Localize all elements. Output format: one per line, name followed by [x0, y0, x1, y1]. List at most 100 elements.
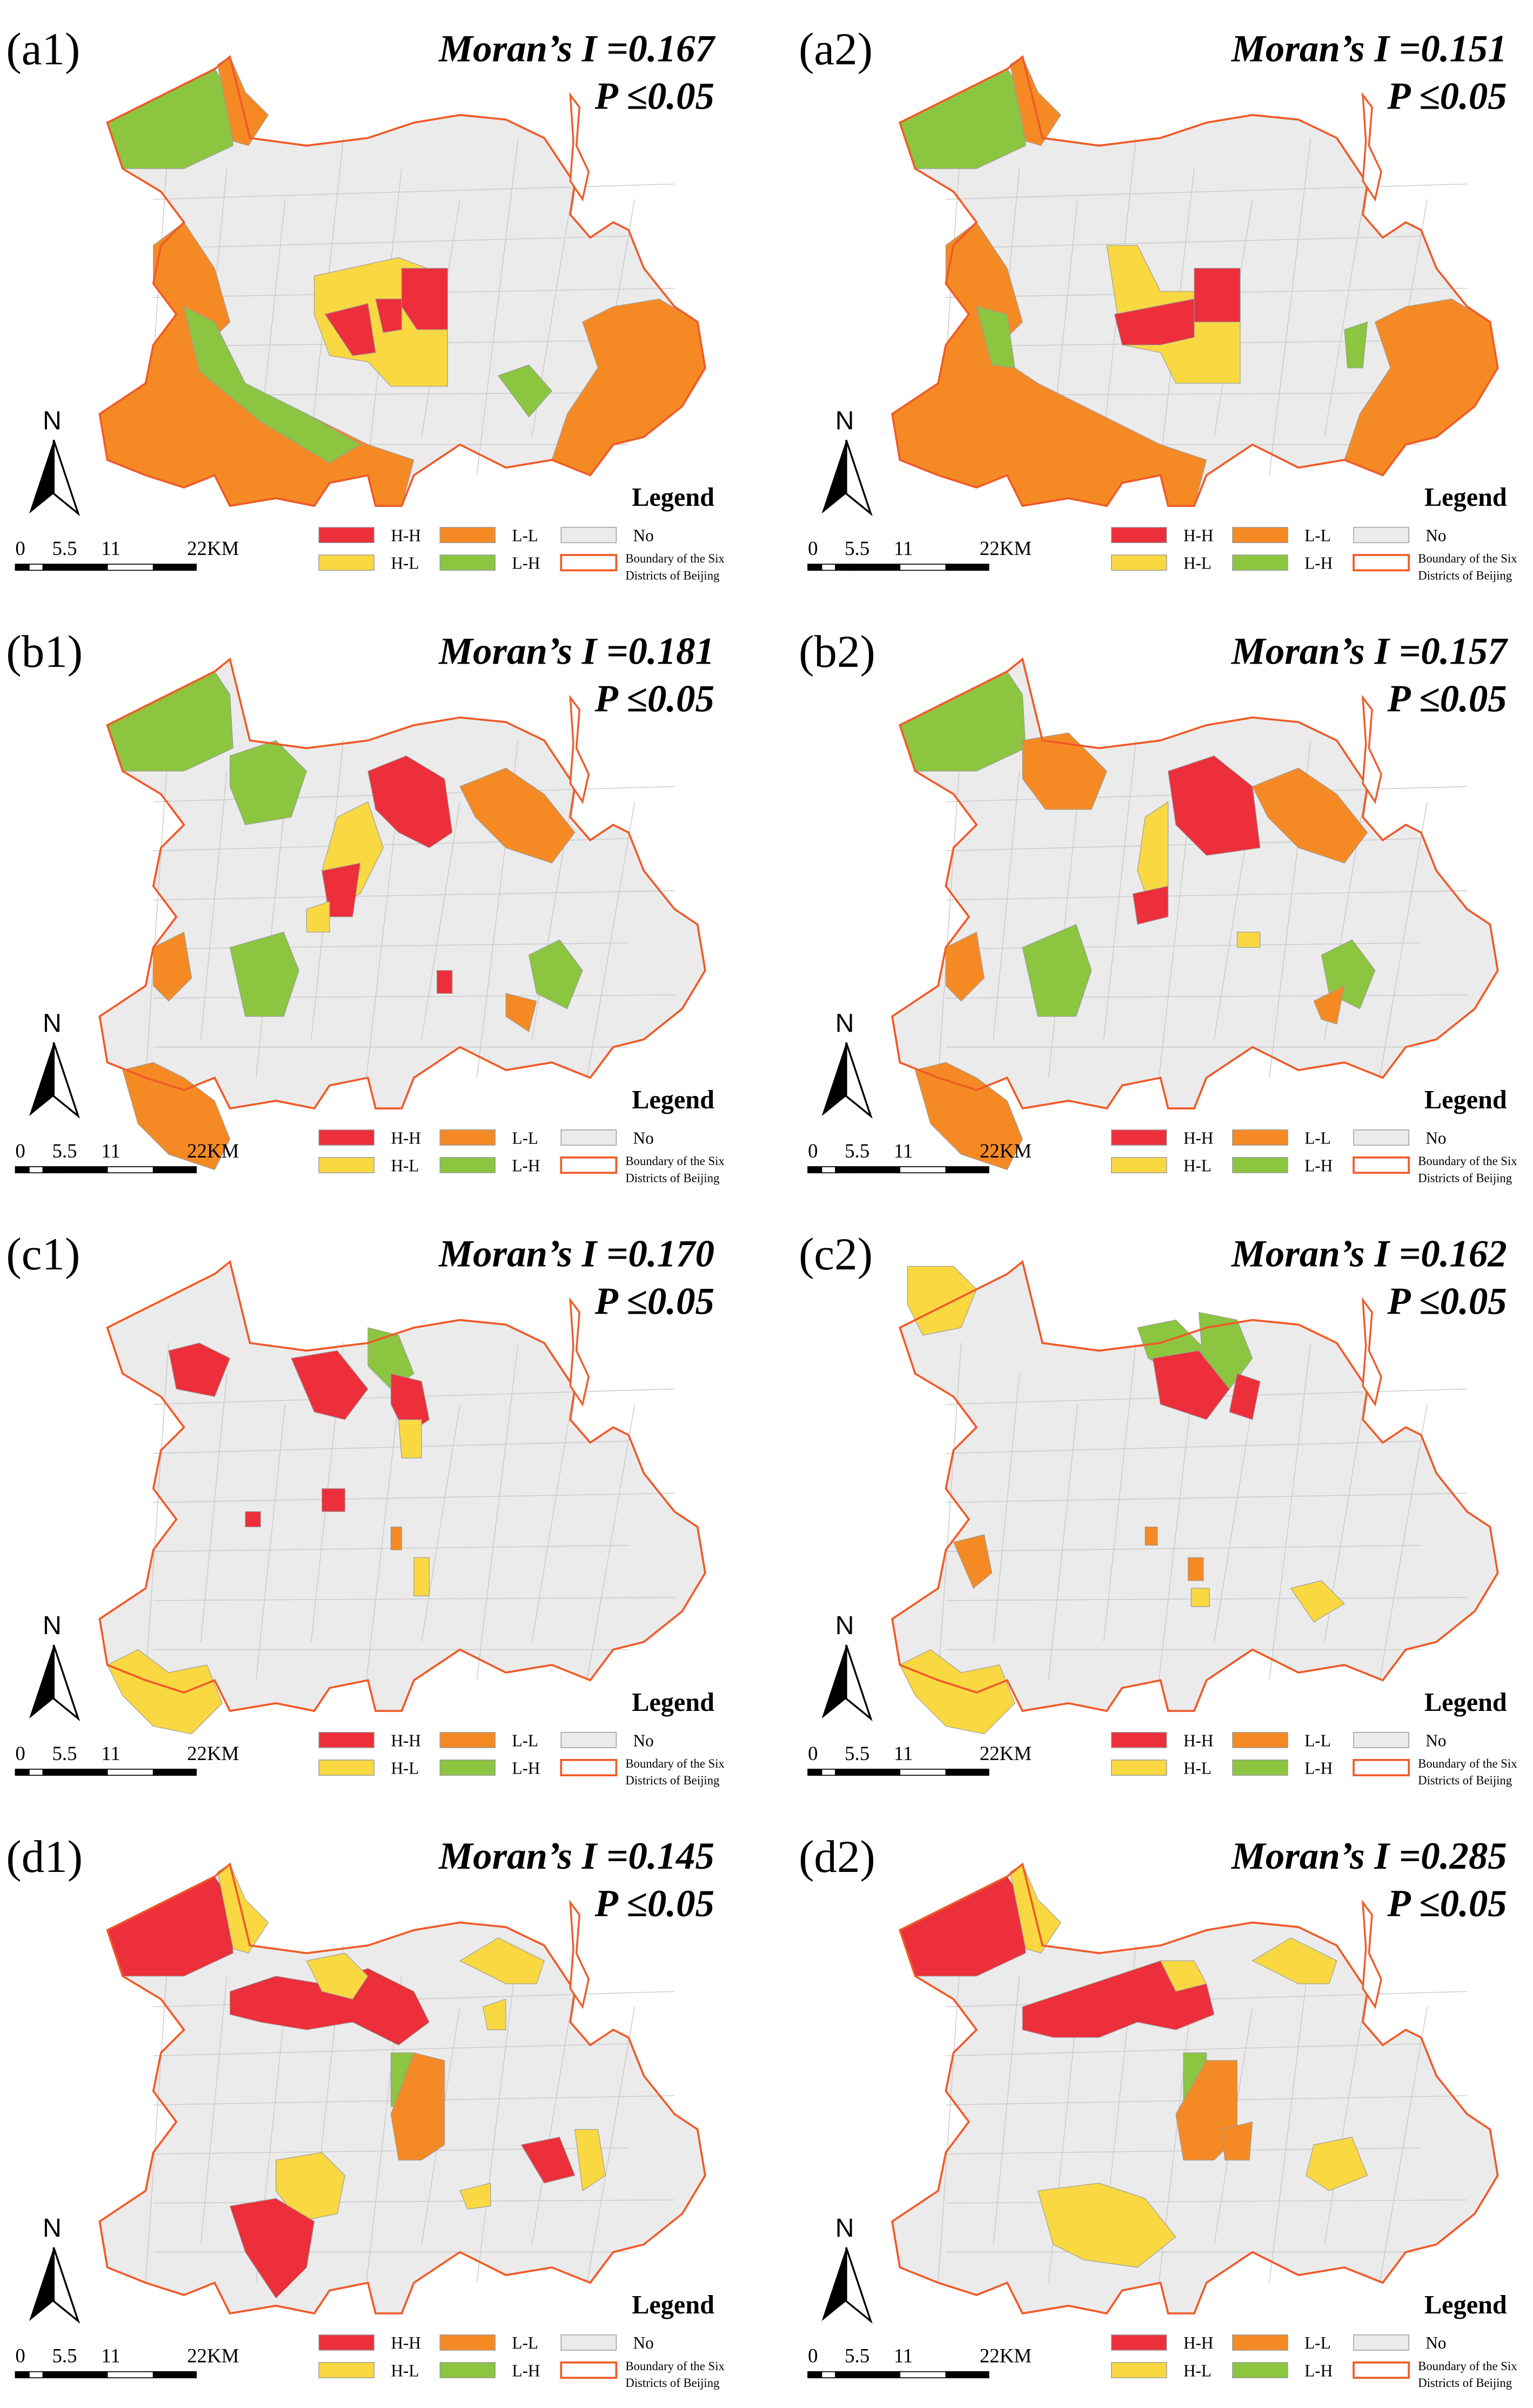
legend-item: L-H — [512, 1758, 540, 1777]
cluster-area — [1132, 886, 1169, 925]
scale-segment — [15, 1166, 30, 1174]
legend-swatch — [439, 527, 496, 543]
boundary-islet — [569, 1297, 590, 1407]
cluster-area — [1290, 1580, 1345, 1623]
legend-item: H-H — [1183, 1731, 1213, 1750]
legend-item: Boundary of the Six — [626, 552, 725, 565]
scale-segment — [835, 1166, 850, 1174]
boundary — [891, 55, 1499, 507]
cluster-area — [520, 2137, 575, 2184]
legend-swatch — [560, 1156, 618, 1174]
legend-item: Districts of Beijing — [1418, 2376, 1512, 2390]
legend-item: No — [1425, 1128, 1446, 1147]
district-line — [153, 890, 675, 900]
legend-swatch — [560, 527, 617, 543]
district-line — [1379, 2006, 1428, 2283]
district-line — [946, 1544, 1421, 1552]
district-line — [476, 138, 519, 476]
scale-segment — [835, 1768, 850, 1776]
scale-segment — [899, 1768, 947, 1776]
legend-item: L-L — [512, 1731, 539, 1750]
legend-swatch — [1232, 2334, 1288, 2351]
morans-i: Moran’s I =0.167 — [438, 28, 715, 70]
district-line — [938, 1945, 962, 2283]
panel: (c1) Moran’s I =0.170 P ≤0.05 N 0 5.5 11 22KM Le… — [6, 1229, 725, 1787]
legend-swatch — [318, 1129, 374, 1146]
p-value: P ≤0.05 — [594, 75, 714, 117]
cluster-area — [459, 1937, 545, 1984]
scale-segment — [848, 1166, 901, 1174]
legend-swatch — [439, 1760, 496, 1776]
scale-segment — [899, 564, 947, 571]
legend-title: Legend — [632, 483, 714, 512]
legend-swatch — [1111, 1129, 1167, 1146]
legend-item: H-L — [1183, 2361, 1211, 2380]
legend-item: H-L — [1183, 554, 1211, 573]
legend-swatch — [439, 554, 496, 571]
legend-swatch — [1111, 1157, 1167, 1173]
scale-label: 11 — [894, 2345, 913, 2367]
panel-label: (b1) — [6, 626, 83, 677]
legend-swatch — [560, 1758, 618, 1777]
panel-label: (d1) — [6, 1831, 83, 1882]
scale-segment — [29, 564, 44, 571]
cluster-area — [322, 1488, 345, 1512]
scale-segment — [56, 564, 108, 571]
scale-segment — [29, 1166, 44, 1174]
north-arrow-right — [845, 439, 873, 517]
scale-label: 11 — [101, 1742, 121, 1764]
cluster-area — [899, 68, 1026, 169]
cluster-area — [183, 306, 361, 464]
scale-segment — [15, 564, 30, 571]
legend-item: Boundary of the Six — [626, 2359, 725, 2373]
cluster-area — [899, 1876, 1026, 1977]
cluster-area — [1168, 755, 1261, 856]
legend-item: No — [633, 526, 654, 545]
district-line — [200, 1373, 227, 1642]
legend-item: H-L — [391, 554, 419, 573]
north-label: N — [43, 1611, 62, 1640]
north-label: N — [43, 1008, 62, 1038]
legend-item: H-H — [1183, 526, 1213, 545]
district-line — [153, 183, 675, 200]
north-arrow-right — [52, 1644, 81, 1722]
cluster-area — [106, 1876, 233, 1977]
legend-swatch — [318, 554, 374, 571]
boundary — [891, 657, 1499, 1110]
legend-swatch — [439, 1157, 496, 1173]
legend-item: L-L — [1304, 1128, 1331, 1147]
district-line — [476, 1343, 519, 1681]
legend-item: L-H — [512, 2361, 540, 2380]
cluster-area — [1188, 1557, 1204, 1581]
p-value: P ≤0.05 — [594, 678, 714, 720]
panel-label: (a2) — [799, 24, 873, 75]
legend-swatch — [560, 2361, 618, 2379]
scale-label: 22KM — [187, 1742, 239, 1764]
district-line — [1269, 138, 1311, 476]
legend-item: No — [633, 1128, 654, 1147]
cluster-area — [1022, 732, 1107, 810]
cluster-area — [367, 755, 453, 848]
legend-swatch — [1232, 2362, 1288, 2378]
legend-item: Boundary of the Six — [626, 1154, 725, 1168]
legend-swatch — [318, 1732, 374, 1748]
district-line — [993, 771, 1020, 1040]
north-label: N — [43, 2213, 62, 2243]
legend-swatch — [1232, 1157, 1288, 1173]
scale-segment — [42, 2371, 57, 2378]
north-arrow-right — [52, 1042, 81, 1119]
scale-label: 22KM — [980, 1140, 1032, 1162]
scale-label: 5.5 — [845, 537, 869, 559]
scale-segment — [848, 1768, 901, 1776]
district-line — [946, 1493, 1467, 1503]
north-arrow-right — [52, 439, 81, 517]
legend-item: H-L — [391, 1758, 419, 1777]
cluster-area — [907, 1266, 977, 1336]
scale-segment — [56, 1166, 108, 1174]
legend-swatch — [560, 1732, 617, 1748]
legend-item: Boundary of the Six — [626, 1757, 725, 1770]
legend-item: H-L — [391, 2361, 419, 2380]
district-line — [946, 2043, 1421, 2057]
legend-title: Legend — [1424, 1688, 1507, 1717]
scale-label: 5.5 — [845, 1742, 869, 1764]
